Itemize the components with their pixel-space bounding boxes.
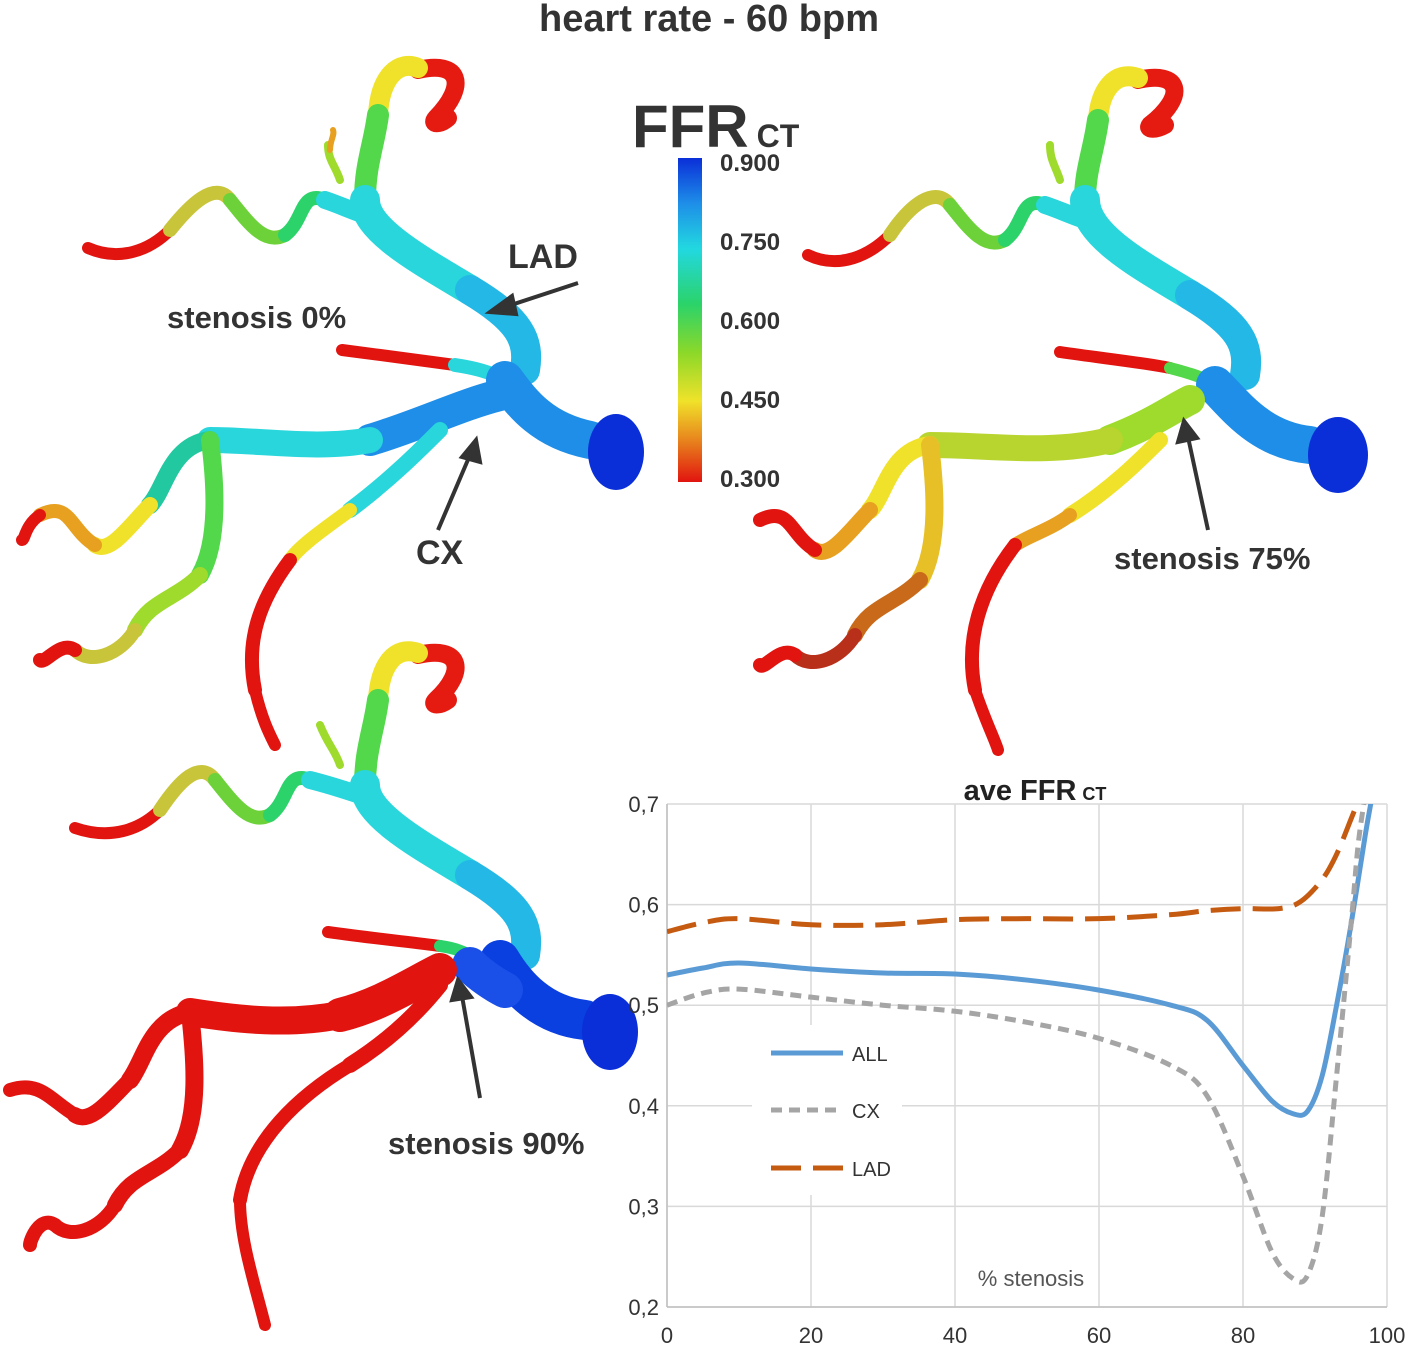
chart-series-line-cx	[667, 804, 1367, 1285]
vessel-tree-stenosis-75	[753, 66, 1368, 756]
arrow-stenosis-90	[460, 995, 482, 1099]
chart-series	[667, 804, 1374, 1285]
chart-x-tick-label: 40	[943, 1323, 967, 1346]
panel-label-stenosis-90: stenosis 90%	[388, 1126, 585, 1161]
chart-legend: ALL CX LAD	[752, 1025, 902, 1195]
arrow-stenosis-75-head	[1175, 416, 1201, 445]
chart-x-tick-label: 60	[1087, 1323, 1111, 1346]
chart-y-tick-label: 0,6	[628, 893, 659, 918]
colorbar-title: FFR CT	[632, 92, 799, 161]
panel-label-stenosis-75: stenosis 75%	[1114, 541, 1311, 576]
chart-tick-labels: 0 20 40 60 80 100 0,2 0,3 0,4 0,5 0,6 0,7	[628, 792, 1405, 1346]
chart-y-tick-label: 0,7	[628, 792, 659, 817]
chart-series-line-all	[667, 804, 1374, 1118]
arrow-lad-head	[484, 292, 519, 317]
page-title: heart rate - 60 bpm	[539, 0, 879, 40]
arrow-stenosis-90-head	[449, 975, 475, 1003]
chart-title-main: ave FFR	[964, 775, 1077, 807]
panel-label-stenosis-0: stenosis 0%	[167, 300, 347, 335]
chart-x-tick-label: 20	[799, 1323, 823, 1346]
chart-title-sub: CT	[1082, 784, 1106, 804]
chart-legend-label-lad: LAD	[852, 1159, 891, 1181]
chart-y-tick-label: 0,5	[628, 993, 659, 1018]
colorbar-title-sub: CT	[756, 118, 800, 154]
chart-y-tick-label: 0,4	[628, 1094, 659, 1119]
colorbar-tick: 0.300	[720, 466, 781, 493]
chart-y-tick-label: 0,3	[628, 1194, 659, 1219]
colorbar-tick: 0.750	[720, 229, 781, 256]
annotation-arrows	[436, 281, 1210, 1099]
arrow-lad	[504, 281, 579, 309]
arrow-cx	[436, 454, 472, 531]
chart-series-line-lad	[667, 804, 1360, 935]
chart-x-axis-label: % stenosis	[978, 1266, 1084, 1291]
chart-y-tick-label: 0,2	[628, 1295, 659, 1320]
chart-x-tick-label: 80	[1231, 1323, 1255, 1346]
arrow-stenosis-75	[1186, 436, 1210, 531]
chart-x-tick-label: 0	[661, 1323, 673, 1346]
vessel-label-lad: LAD	[508, 238, 578, 276]
chart-legend-label-cx: CX	[852, 1101, 880, 1123]
chart-legend-label-all: ALL	[852, 1044, 888, 1066]
chart-x-tick-label: 100	[1369, 1323, 1406, 1346]
vessel-tree-stenosis-90	[3, 641, 638, 1331]
colorbar-tick: 0.900	[720, 150, 781, 177]
colorbar-tick: 0.600	[720, 308, 781, 335]
chart-title: ave FFR CT	[964, 775, 1107, 807]
arrow-cx-head	[458, 435, 483, 465]
vessel-label-cx: CX	[416, 534, 464, 572]
colorbar-tick: 0.450	[720, 387, 781, 414]
colorbar-gradient	[678, 158, 702, 482]
colorbar-title-main: FFR	[632, 93, 749, 160]
vessel-tree-stenosis-0	[16, 55, 644, 751]
